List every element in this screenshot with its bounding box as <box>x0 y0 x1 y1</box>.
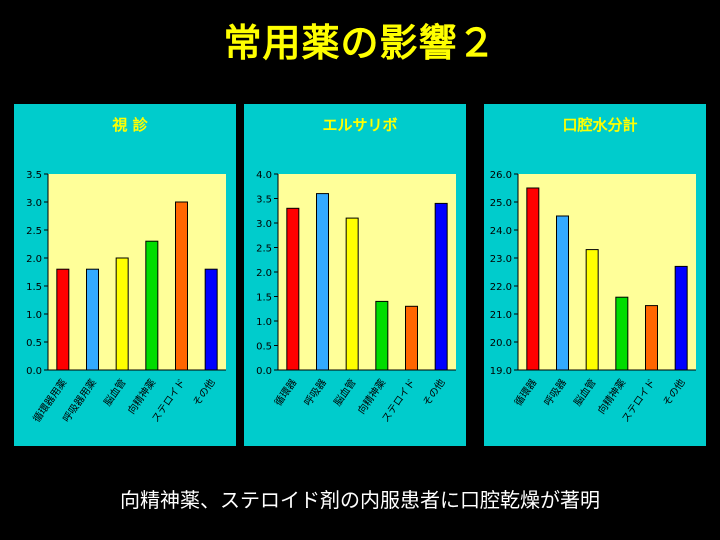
bar <box>645 305 658 371</box>
plot-area <box>278 174 456 370</box>
y-tick-label: 2.0 <box>256 268 272 279</box>
y-tick-label: 2.5 <box>26 226 42 237</box>
x-tick-label: その他 <box>190 376 218 408</box>
y-tick-label: 1.0 <box>26 310 42 321</box>
bar <box>375 300 389 371</box>
y-tick-label: 25.0 <box>490 198 512 209</box>
plot-area <box>48 174 226 370</box>
y-tick-label: 0.0 <box>256 366 272 377</box>
x-tick-label: 脳血管 <box>101 376 129 408</box>
y-tick-label: 26.0 <box>490 170 512 181</box>
chart-title: エルサリボ <box>322 116 397 134</box>
y-tick-label: 3.0 <box>256 219 272 230</box>
plot-area <box>518 174 696 370</box>
bar-chart-oral-moisture: 口腔水分計 19.0 20.0 21.0 22.0 23.0 24.0 25.0 26.0 循環器… <box>490 116 696 425</box>
x-tick-label: その他 <box>420 376 448 408</box>
y-tick-label: 0.0 <box>26 366 42 377</box>
bar <box>434 202 448 371</box>
y-tick-label: 0.5 <box>26 338 42 349</box>
x-tick-label: 脳血管 <box>571 376 599 408</box>
y-tick-label: 3.5 <box>26 170 42 181</box>
bar <box>286 207 300 371</box>
x-tick-label: 呼吸器 <box>542 377 569 408</box>
y-tick-label: 3.0 <box>26 198 42 209</box>
chart-title: 口腔水分計 <box>562 116 637 134</box>
y-tick-label: 3.5 <box>256 195 272 206</box>
bar <box>556 215 569 371</box>
y-tick-label: 4.0 <box>256 170 272 181</box>
chart-panel-elsalivo: エルサリボ 0.0 0.5 1.0 1.5 2.0 2.5 3.0 3.5 4.0 循環器 呼吸器 脳血… <box>244 104 466 446</box>
x-tick-label: 向精神薬 <box>595 376 629 416</box>
slide-title: 常用薬の影響２ <box>223 21 497 65</box>
x-tick-label: その他 <box>660 376 688 408</box>
bar <box>145 240 159 371</box>
x-tick-label: 脳血管 <box>331 376 359 408</box>
y-tick-label: 21.0 <box>490 310 512 321</box>
x-tick-label: 循環器 <box>511 376 539 408</box>
bar-chart-elsalivo: エルサリボ 0.0 0.5 1.0 1.5 2.0 2.5 3.0 3.5 4.0 循環器 呼吸器 脳血… <box>256 116 456 425</box>
y-tick-label: 1.0 <box>256 317 272 328</box>
y-tick-label: 0.5 <box>256 342 272 353</box>
y-tick-label: 22.0 <box>490 282 512 293</box>
y-tick-label: 2.5 <box>256 244 272 255</box>
bar <box>345 217 359 371</box>
bar <box>204 268 218 371</box>
y-tick-label: 23.0 <box>490 254 512 265</box>
x-tick-label: 向精神薬 <box>125 376 159 416</box>
chart-title: 視 診 <box>111 116 148 134</box>
y-tick-label: 19.0 <box>490 366 512 377</box>
y-tick-label: 1.5 <box>256 293 272 304</box>
x-tick-label: 循環器 <box>271 376 299 408</box>
x-tick-label: 呼吸器 <box>302 377 329 408</box>
bar <box>175 201 188 371</box>
y-tick-label: 1.5 <box>26 282 42 293</box>
bar <box>56 268 70 371</box>
chart-panel-visual-exam: 視 診 0.0 0.5 1.0 1.5 2.0 2.5 3.0 3.5 循環器用薬 呼吸器用薬 脳血管… <box>14 104 236 446</box>
x-tick-label: 向精神薬 <box>355 376 389 416</box>
chart-panel-oral-moisture: 口腔水分計 19.0 20.0 21.0 22.0 23.0 24.0 25.0 26.0 循環器… <box>484 104 706 446</box>
bar <box>86 268 99 371</box>
y-tick-label: 20.0 <box>490 338 512 349</box>
bar <box>585 249 599 371</box>
bar <box>674 265 688 371</box>
slide-caption: 向精神薬、ステロイド剤の内服患者に口腔乾燥が著明 <box>120 488 600 512</box>
bar <box>316 193 329 371</box>
bar <box>405 305 418 371</box>
bar <box>526 187 540 371</box>
y-tick-label: 24.0 <box>490 226 512 237</box>
bar <box>615 296 629 371</box>
bar <box>115 257 129 371</box>
y-tick-label: 2.0 <box>26 254 42 265</box>
